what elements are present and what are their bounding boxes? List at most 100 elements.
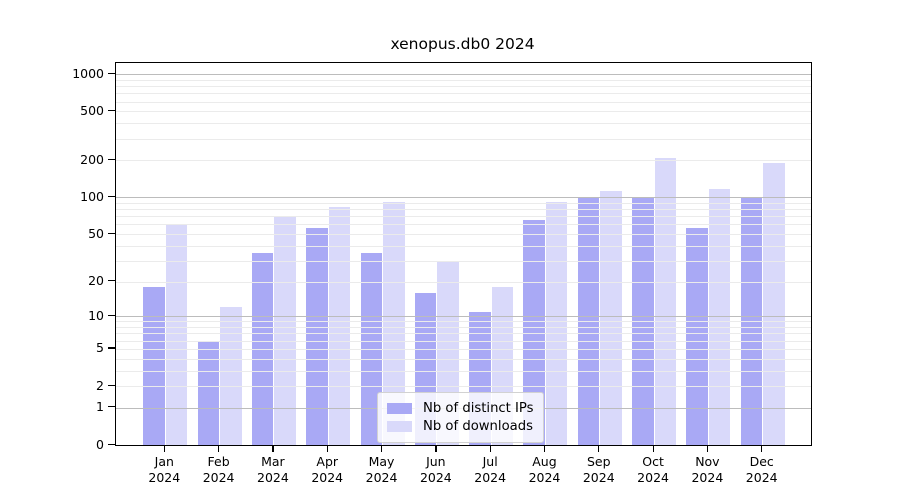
gridline-minor [116,348,811,350]
x-axis-tick [598,445,600,452]
grid-layer [116,63,811,445]
gridline-minor [116,216,811,218]
gridline-minor [116,281,811,283]
y-axis-tick-label: 0 [96,436,104,452]
gridline-minor [116,224,811,226]
bar-downloads-aug [545,201,568,445]
gridline-minor [116,234,811,236]
bar-downloads-oct [654,157,677,445]
bar-downloads-feb [220,307,242,445]
x-axis-tick [652,445,654,452]
gridline-minor [116,111,811,113]
gridline-minor [116,386,811,388]
y-axis-tick [108,232,115,234]
x-axis-tick [218,445,220,452]
bar-ips-sep [577,197,600,445]
gridline-minor [116,358,811,360]
y-axis-tick [108,314,115,317]
ips-swatch-icon [387,402,412,414]
gridline-major [116,197,811,199]
bar-ips-may [360,252,383,445]
gridline-minor [116,202,811,204]
gridline-minor [116,370,811,372]
y-axis-tick-label: 1 [96,399,104,415]
page-title: xenopus.db0 2024 [390,35,535,53]
gridline-minor [116,260,811,262]
y-axis-tick-label: 50 [88,225,104,241]
y-axis-tick [108,384,115,386]
x-axis-tick [163,445,165,452]
x-axis-tick [706,445,709,452]
y-axis-tick-label: 20 [88,273,104,289]
gridline-minor [116,209,811,211]
bar-ips-mar [251,252,274,445]
legend-item-downloads: Nb of downloads [387,418,534,434]
gridline-minor [116,123,811,125]
y-axis-tick-label: 1000 [72,65,104,81]
legend: Nb of distinct IPs Nb of downloads [377,392,544,443]
y-axis-tick-label: 2 [96,377,104,393]
gridline-major [116,316,811,318]
y-axis-tick-label: 100 [80,188,104,204]
gridline-minor [116,93,811,95]
gridline-minor [116,327,811,329]
y-axis-tick [108,109,115,112]
x-axis-tick-label: Sep 2024 [582,454,615,485]
y-axis-tick [108,195,115,198]
gridline-minor [116,160,811,162]
x-axis-tick [435,445,437,452]
y-axis-tick [108,406,115,408]
legend-label: Nb of downloads [423,418,533,434]
x-axis-tick [326,445,328,452]
bar-ips-aug [523,220,545,445]
bar-downloads-sep [600,191,622,445]
x-axis-tick [543,445,546,452]
gridline-major [116,74,811,76]
gridline-minor [116,101,811,103]
gridline-minor [116,79,811,81]
bar-downloads-mar [274,216,296,445]
x-axis-tick-label: Feb 2024 [202,454,235,485]
x-axis-tick [761,445,763,452]
legend-label: Nb of distinct IPs [423,400,534,416]
gridline-minor [116,321,811,323]
bar-ips-jan [143,287,165,445]
gridline-minor [116,340,811,342]
bar-downloads-apr [328,206,351,445]
y-axis-tick-label: 10 [88,307,104,323]
x-axis-tick-label: Aug 2024 [528,454,561,485]
x-axis-tick-label: Dec 2024 [745,454,778,485]
y-axis-tick [108,72,115,74]
bar-ips-dec [740,197,763,445]
x-axis-tick-label: Jun 2024 [419,454,452,485]
bar-downloads-may [383,202,405,445]
x-axis-tick-label: Jul 2024 [474,454,507,485]
gridline-minor [116,86,811,88]
y-axis-tick-label: 200 [80,151,104,167]
bar-ips-feb [197,340,220,445]
x-axis-tick-label: Nov 2024 [691,454,724,485]
y-axis-tick [108,280,115,282]
x-axis-tick-label: May 2024 [365,454,398,485]
x-axis-tick [272,445,274,452]
legend-item-distinct-ips: Nb of distinct IPs [387,400,534,416]
downloads-swatch-icon [387,420,412,432]
y-axis-tick [108,158,115,161]
x-axis-tick-label: Oct 2024 [637,454,669,485]
bar-ips-oct [632,197,654,445]
bar-downloads-dec [763,163,785,445]
y-axis-tick [108,347,115,349]
gridline-minor [116,138,811,140]
y-axis-tick-label: 500 [80,102,104,118]
x-axis-tick-label: Mar 2024 [257,454,289,485]
x-axis-tick-label: Jan 2024 [148,454,181,485]
y-axis-tick-label: 5 [96,340,104,356]
x-axis-tick [381,445,383,452]
gridline-minor [116,245,811,247]
gridline-minor [116,333,811,335]
x-axis-tick-label: Apr 2024 [311,454,344,485]
bar-downloads-jan [165,224,188,445]
x-axis-tick [489,445,491,452]
y-axis-tick [108,443,115,445]
